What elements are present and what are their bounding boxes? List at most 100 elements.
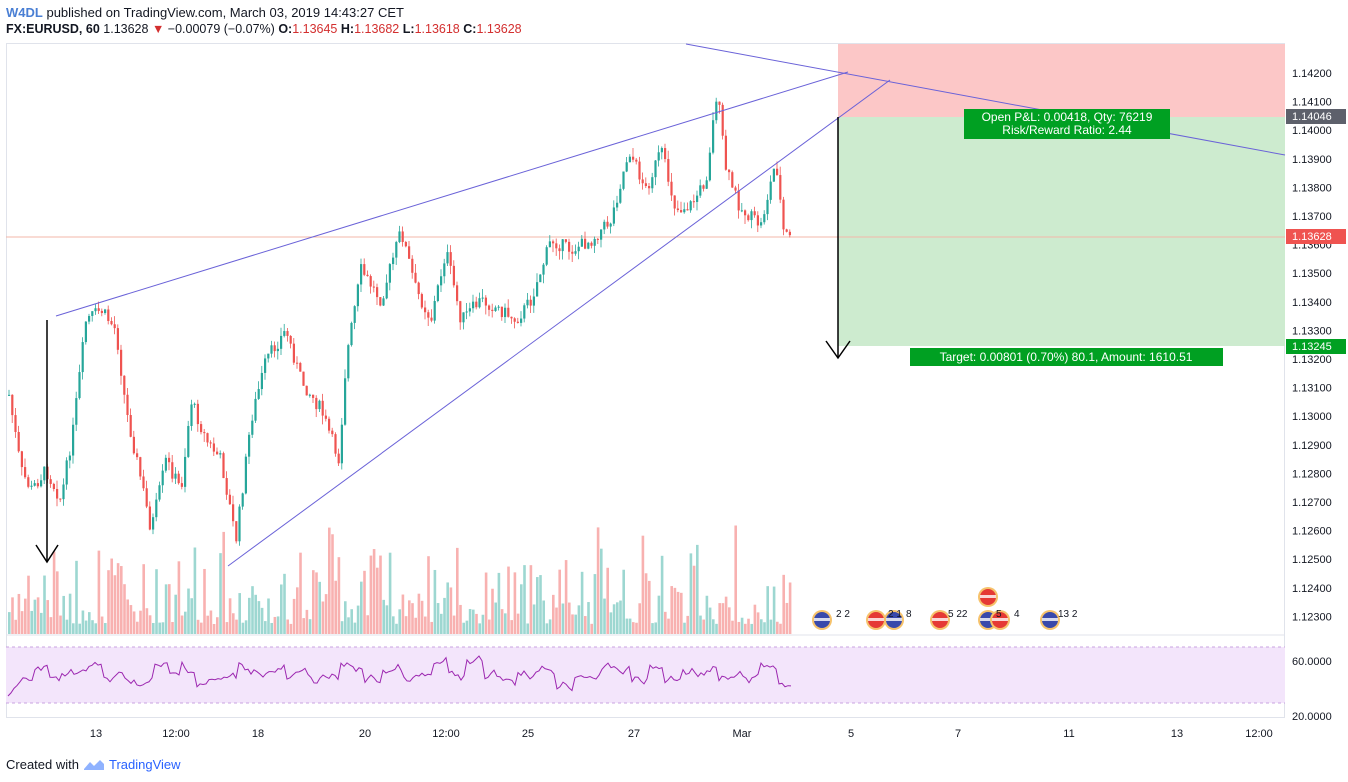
volume-bar: [155, 569, 158, 634]
stop-price-value: 1.14046: [1292, 111, 1332, 123]
volume-bar: [593, 574, 597, 634]
candle: [350, 321, 353, 347]
event-flag-icon[interactable]: [866, 610, 886, 630]
volume-bar: [744, 623, 747, 634]
volume-bar: [88, 612, 91, 634]
volume-bar: [126, 599, 129, 634]
candle: [344, 369, 347, 426]
descending-trendline[interactable]: [685, 43, 1286, 156]
candle: [504, 303, 507, 323]
candle: [590, 241, 593, 249]
volume-bar: [561, 603, 565, 634]
candle: [404, 240, 407, 248]
volume-bar: [33, 599, 37, 634]
volume-bar: [286, 619, 289, 634]
open-pl-badge[interactable]: [964, 109, 1170, 139]
candle: [232, 495, 235, 527]
candle: [488, 304, 491, 317]
volume-bar: [507, 566, 510, 634]
candle: [324, 409, 327, 422]
volume-bar: [715, 623, 718, 634]
event-flag-icon[interactable]: [884, 610, 904, 630]
candle: [779, 166, 782, 204]
volume-bar: [43, 575, 46, 634]
candle: [52, 482, 55, 492]
volume-bar: [558, 569, 561, 634]
tradingview-brand[interactable]: TradingView: [108, 757, 181, 772]
candle: [72, 417, 75, 464]
volume-bar: [641, 535, 645, 634]
candle: [200, 420, 203, 435]
volume-bar: [596, 527, 600, 634]
event-flag-icon[interactable]: [1040, 610, 1060, 630]
price-tick: 1.13000: [1292, 411, 1332, 423]
candle: [632, 147, 635, 163]
time-label: 25: [522, 728, 534, 740]
volume-bar: [360, 581, 363, 634]
volume-bar: [331, 534, 334, 634]
candle: [308, 393, 311, 398]
target-badge[interactable]: [910, 348, 1223, 366]
candle: [660, 146, 663, 160]
volume-bar: [145, 608, 149, 634]
event-flag-icon[interactable]: [812, 610, 832, 630]
right-down-arrow[interactable]: [825, 117, 851, 360]
price-tick: 1.13900: [1292, 154, 1332, 166]
volume-bar: [168, 584, 171, 634]
time-label: 18: [252, 728, 264, 740]
candle: [280, 327, 283, 356]
candle: [337, 448, 340, 466]
candle: [123, 375, 126, 404]
event-flag-icon[interactable]: [930, 610, 950, 630]
price-tick: 1.12500: [1292, 554, 1332, 566]
target-zone[interactable]: [838, 117, 1285, 346]
candle: [100, 308, 103, 317]
event-flag-icon[interactable]: [978, 587, 998, 607]
economic-events[interactable]: 2 2 2 1 8 5 22 5 4 13 2: [812, 587, 1078, 630]
candle: [414, 264, 417, 284]
candle: [683, 202, 686, 214]
candle: [734, 185, 737, 194]
left-down-arrow[interactable]: [35, 320, 59, 564]
volume-bar: [84, 620, 88, 634]
candle: [88, 313, 91, 325]
volume-bar: [404, 616, 408, 634]
volume-bar: [187, 588, 190, 634]
candle: [382, 295, 385, 307]
candle: [136, 448, 139, 460]
upper-channel-line[interactable]: [55, 71, 849, 317]
volume-bar: [203, 568, 206, 634]
time-axis[interactable]: 13 12:00 18 20 12:00 25 27 Mar 5 7 11 13 12:00: [90, 728, 1273, 740]
volume-bar: [123, 584, 126, 634]
candle: [24, 458, 27, 479]
publisher-name[interactable]: W4DL: [6, 5, 43, 20]
candle: [756, 211, 759, 233]
candle: [366, 270, 369, 277]
volume-bar: [302, 618, 305, 634]
stop-zone[interactable]: [838, 44, 1285, 117]
candle: [712, 111, 715, 155]
candle: [753, 206, 756, 218]
candle: [622, 171, 625, 191]
price-axis[interactable]: 1.14200 1.14100 1.14000 1.13900 1.13800 1.137…: [1292, 68, 1332, 623]
volume-bar: [760, 619, 763, 634]
volume-bars: [8, 525, 792, 634]
candle: [385, 274, 388, 300]
symbol-label[interactable]: FX:EURUSD, 60: [6, 22, 100, 36]
volume-bar: [414, 617, 417, 634]
high-value: 1.13682: [354, 22, 400, 36]
volume-bar: [392, 616, 395, 634]
candle: [686, 202, 689, 211]
candle: [705, 176, 708, 189]
volume-bar: [94, 623, 97, 634]
volume-bar: [532, 604, 536, 634]
event-flag-icon[interactable]: [990, 610, 1010, 630]
volume-bar: [475, 613, 478, 634]
candle: [43, 466, 46, 485]
lower-channel-line[interactable]: [227, 79, 891, 567]
volume-bar: [708, 607, 712, 634]
volume-bar: [430, 621, 433, 634]
candle: [49, 475, 52, 488]
candle: [30, 480, 33, 490]
